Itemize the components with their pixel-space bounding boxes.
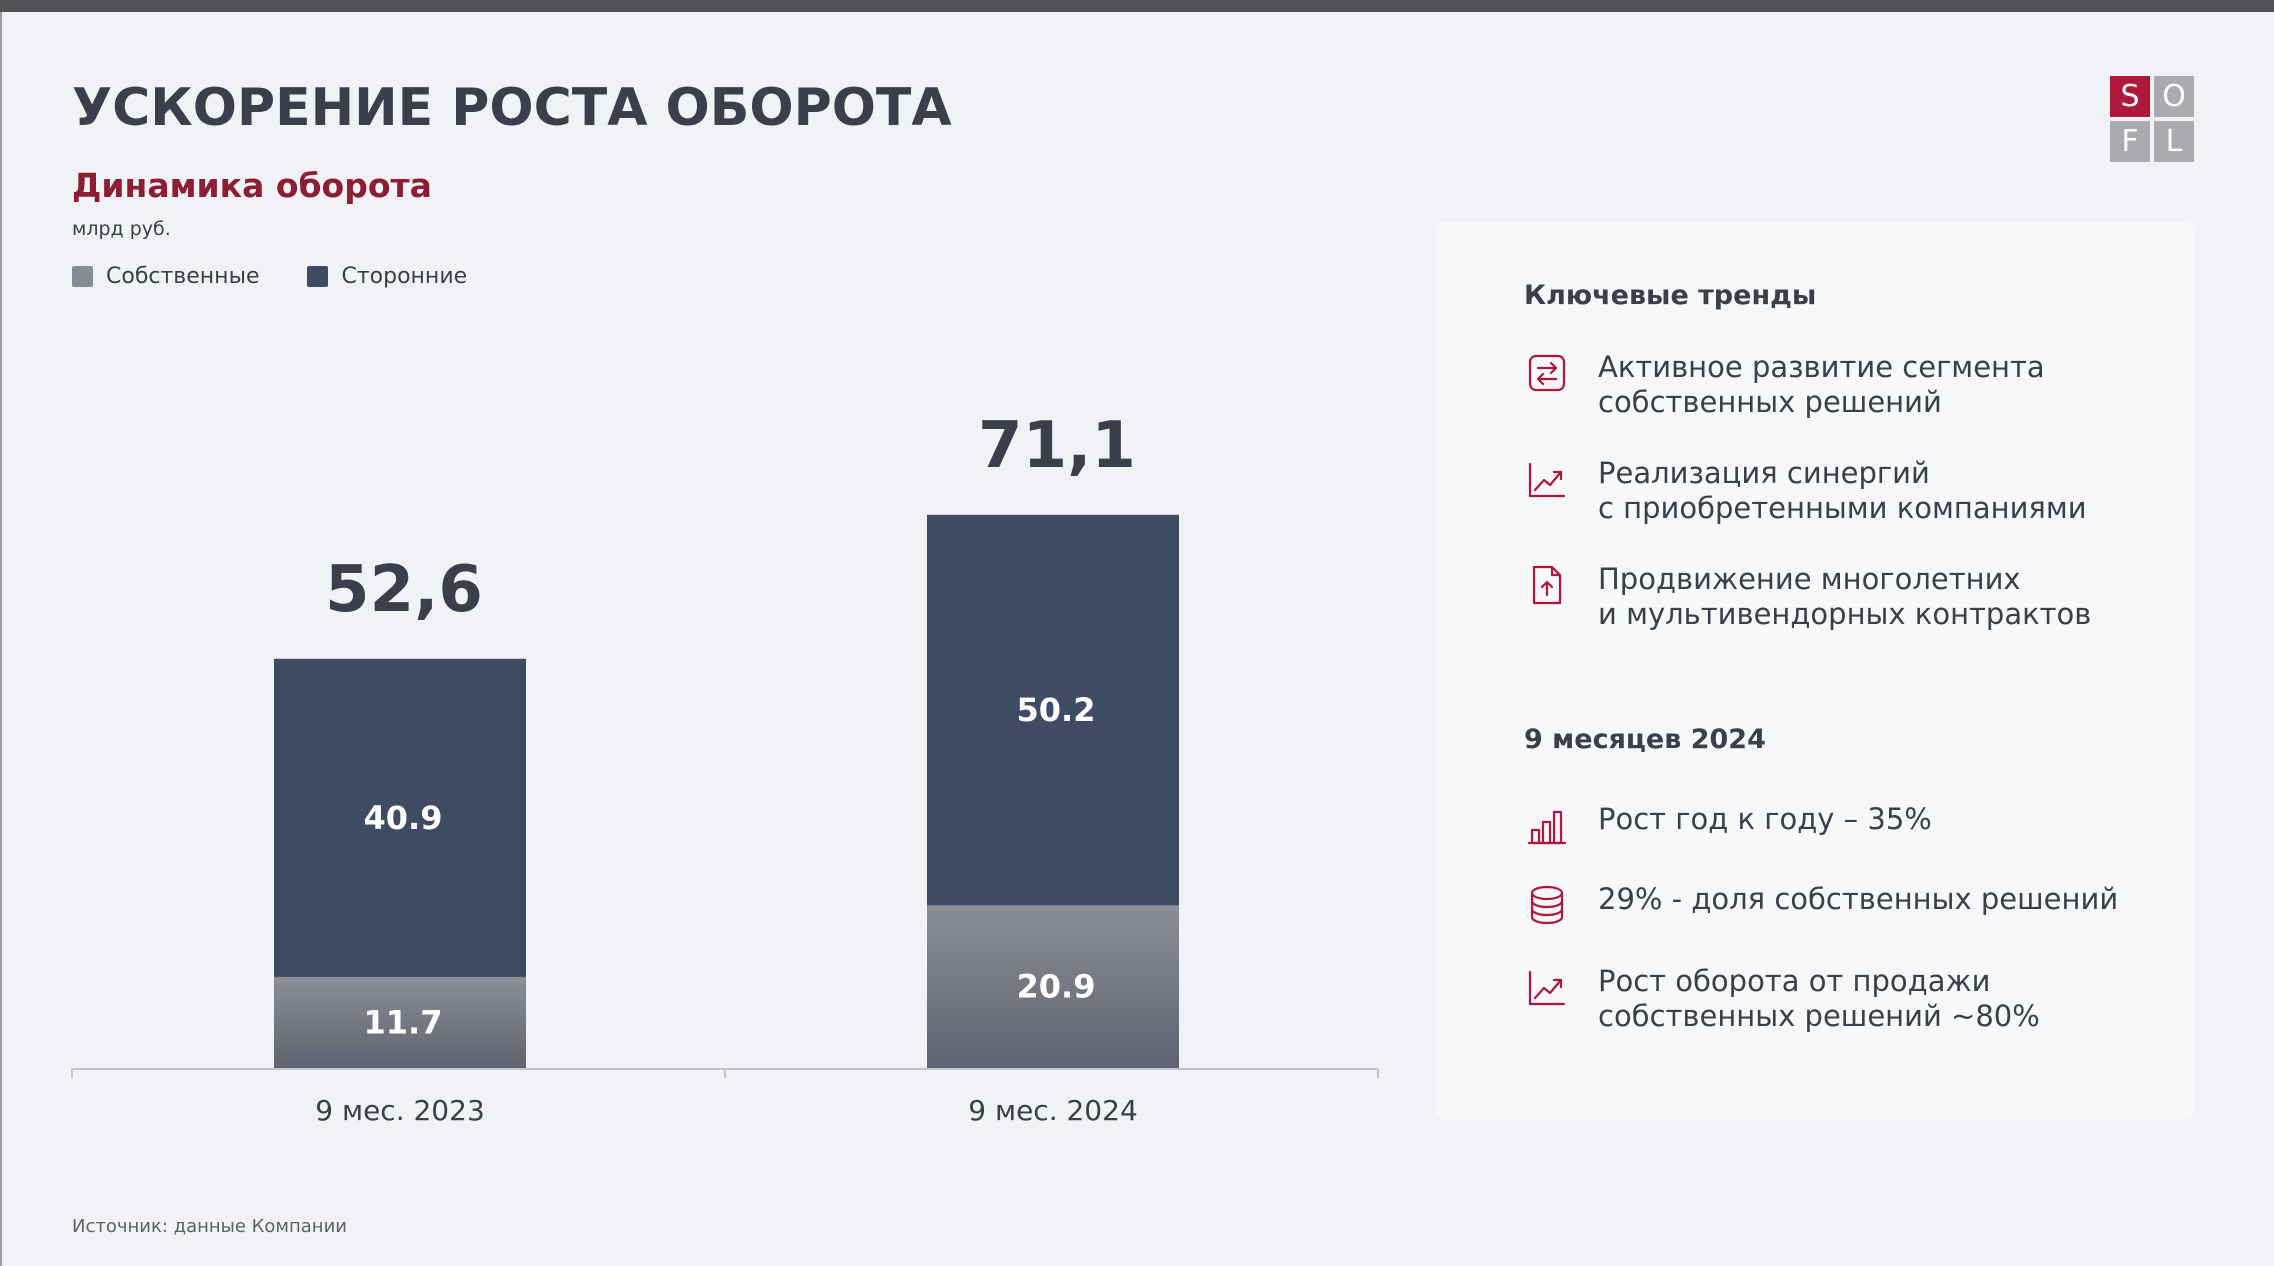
bar-segment-third-party [274,658,526,977]
legend-item-own: Собственные [72,264,259,289]
bar-value-label: 11.7 [364,1003,443,1041]
period-text: 29% - доля собственных решений [1598,882,2119,916]
bar-segment-own [927,905,1179,1068]
legend-label-third-party: Сторонние [341,264,468,289]
trend-text: Активное развитие сегмента собственных р… [1598,350,2045,419]
page-title: УСКОРЕНИЕ РОСТА ОБОРОТА [72,78,952,138]
bar-total-label: 52,6 [325,553,483,627]
bar-chart-icon [1527,810,1567,845]
document-upload-icon [1532,565,1562,605]
period-item: Рост оборота от продажи собственных реше… [1524,964,2158,1034]
period-text: Рост оборота от продажи собственных реше… [1598,964,2040,1033]
window-top-bar [0,0,2274,12]
chart-subtitle: Динамика оборота [72,166,432,205]
legend-swatch-third-party [307,266,329,287]
trend-item: Реализация синергий с приобретенными ком… [1524,456,2158,526]
key-trends-panel: Ключевые тренды Активное развитие сегмен… [1436,222,2194,1120]
company-logo: S O F L [2110,76,2194,164]
period-text: Рост год к году – 35% [1598,802,1932,836]
bar-value-label: 50.2 [1017,691,1096,729]
logo-letter-o: O [2154,76,2194,117]
database-icon [1530,885,1564,925]
period-item: 29% - доля собственных решений [1524,882,2158,928]
legend-label-own: Собственные [106,264,260,289]
period-heading: 9 месяцев 2024 [1524,724,1766,755]
bar-value-label: 20.9 [1017,968,1096,1006]
category-label: 9 мес. 2023 [315,1094,485,1127]
logo-letter-s: S [2110,76,2150,117]
unit-label: млрд руб. [72,218,171,240]
trend-up-icon [1528,462,1566,498]
logo-letter-l: L [2154,121,2194,162]
trend-text: Продвижение многолетних и мультивендорны… [1598,562,2092,631]
bar-total-label: 71,1 [978,409,1136,483]
chart-legend: Собственные Сторонние [72,264,515,289]
legend-item-third-party: Сторонние [307,264,467,289]
bar-segment-third-party [927,514,1179,906]
bar-value-label: 40.9 [364,799,443,837]
window-left-edge [0,12,2,1266]
trend-text: Реализация синергий с приобретенными ком… [1598,456,2087,525]
trend-item: Активное развитие сегмента собственных р… [1524,350,2158,420]
category-label: 9 мес. 2024 [968,1094,1138,1127]
trends-heading: Ключевые тренды [1524,280,1817,311]
logo-letter-f: F [2110,121,2150,162]
trend-up-icon [1528,970,1566,1006]
legend-swatch-own [72,266,93,287]
bar-segment-own [274,976,526,1068]
trend-item: Продвижение многолетних и мультивендорны… [1524,562,2158,632]
source-note: Источник: данные Компании [72,1216,347,1237]
period-item: Рост год к году – 35% [1524,802,2158,848]
stacked-bar-chart: 11.7 40.9 52,6 9 мес. 2023 20.9 50.2 71,1 9 мес… [71,409,1379,1127]
exchange-arrows-icon [1528,354,1566,392]
